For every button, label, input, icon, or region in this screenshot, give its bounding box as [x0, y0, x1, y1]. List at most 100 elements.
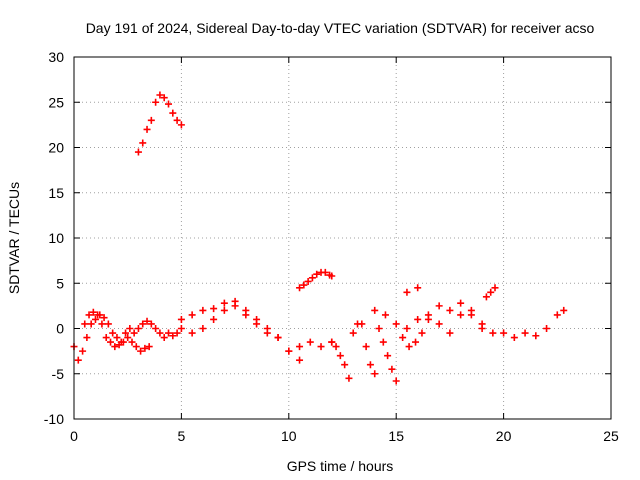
data-point: [210, 315, 218, 323]
data-point: [381, 311, 389, 319]
data-point: [274, 334, 282, 342]
y-tick-label: 15: [48, 185, 64, 201]
data-point: [424, 315, 432, 323]
y-tick-label: 0: [56, 321, 64, 337]
x-tick-label: 0: [70, 428, 78, 444]
data-point: [134, 148, 142, 156]
data-point: [371, 306, 379, 314]
data-point: [306, 338, 314, 346]
data-point: [435, 320, 443, 328]
data-point: [521, 329, 529, 337]
data-point: [435, 302, 443, 310]
series-arc-small: [399, 284, 499, 351]
x-tick-label: 10: [281, 428, 297, 444]
data-point: [152, 98, 160, 106]
series-arc-peak: [134, 91, 185, 156]
data-point: [165, 100, 173, 108]
data-point: [102, 334, 110, 342]
data-point: [188, 329, 196, 337]
data-point: [392, 377, 400, 385]
data-point: [199, 325, 207, 332]
data-point: [414, 315, 422, 323]
data-point: [124, 334, 132, 342]
grid-lines: [74, 57, 611, 419]
x-tick-label: 20: [496, 428, 512, 444]
data-point: [399, 334, 407, 342]
data-point: [122, 329, 130, 337]
data-point: [126, 325, 134, 332]
series-arc-main-1: [70, 311, 185, 364]
data-point: [362, 343, 370, 351]
data-point: [160, 334, 168, 342]
data-point: [375, 325, 383, 332]
x-tick-label: 15: [388, 428, 404, 444]
data-point: [446, 329, 454, 337]
y-tick-label: 5: [56, 275, 64, 291]
data-point: [109, 329, 117, 337]
data-point: [478, 325, 486, 332]
data-point: [328, 272, 336, 280]
x-axis-ticks: 0 5 10 15 20 25: [70, 57, 619, 444]
data-point: [308, 274, 316, 282]
y-tick-label: -5: [52, 366, 65, 382]
data-point: [147, 116, 155, 124]
data-point: [304, 277, 312, 285]
data-point: [532, 332, 540, 340]
data-point: [405, 343, 413, 351]
data-point: [165, 329, 173, 337]
y-tick-label: 25: [48, 94, 64, 110]
data-point: [100, 314, 108, 322]
x-tick-label: 5: [178, 428, 186, 444]
data-point: [296, 284, 304, 292]
data-point: [336, 352, 344, 360]
data-point: [169, 109, 177, 117]
data-point: [341, 361, 349, 369]
series-arc-bump: [296, 268, 336, 292]
y-tick-label: 10: [48, 230, 64, 246]
data-point: [98, 320, 106, 328]
y-tick-label: -10: [44, 411, 64, 427]
series-arc-main-1b: [81, 308, 153, 355]
data-point: [160, 94, 168, 102]
data-point: [332, 343, 340, 351]
data-point: [371, 370, 379, 378]
data-point: [317, 343, 325, 351]
data-point: [349, 329, 357, 337]
data-point: [553, 311, 561, 319]
series-arc-main-3b: [403, 284, 486, 337]
data-point: [130, 329, 138, 337]
data-point: [384, 352, 392, 360]
data-point: [139, 320, 147, 328]
data-point: [173, 329, 181, 337]
data-point: [143, 317, 151, 325]
data-point: [85, 311, 93, 319]
data-point: [199, 306, 207, 314]
data-point: [231, 302, 239, 310]
data-point: [414, 284, 422, 292]
data-point: [156, 329, 164, 337]
data-point: [379, 338, 387, 346]
data-point: [87, 320, 95, 328]
data-point: [173, 116, 181, 124]
data-point: [83, 334, 91, 342]
data-point: [392, 320, 400, 328]
data-point: [143, 125, 151, 133]
data-point: [188, 311, 196, 319]
data-point: [152, 325, 160, 332]
y-tick-label: 20: [48, 140, 64, 156]
data-point: [210, 305, 218, 313]
chart-title: Day 191 of 2024, Sidereal Day-to-day VTE…: [86, 20, 595, 36]
data-point: [328, 338, 336, 346]
data-point: [128, 338, 136, 346]
data-point: [446, 306, 454, 314]
data-point: [81, 320, 89, 328]
data-point: [321, 268, 329, 276]
data-point: [89, 308, 97, 316]
data-point: [177, 325, 185, 332]
series-arc-dips: [328, 320, 400, 385]
y-axis-label: SDTVAR / TECUs: [6, 182, 22, 294]
data-point: [482, 293, 490, 301]
data-point: [500, 329, 508, 337]
y-tick-label: 30: [48, 49, 64, 65]
